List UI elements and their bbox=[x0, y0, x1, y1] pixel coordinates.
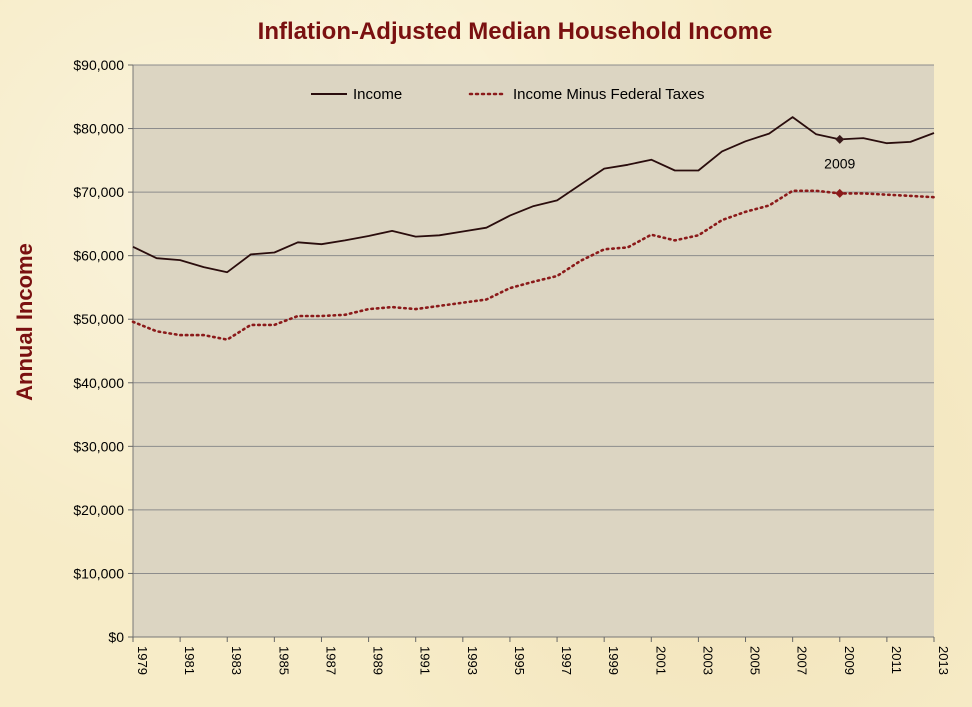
gridlines bbox=[132, 64, 934, 638]
y-tick-label: $50,000 bbox=[73, 311, 124, 327]
y-tick-label: $40,000 bbox=[73, 375, 124, 391]
annotation-layer: 2009 bbox=[824, 134, 856, 198]
y-axis-ticks: $0 $10,000 $20,000 $30,000 $40,000 $50,000 $60… bbox=[73, 57, 133, 645]
x-tick-label: 2011 bbox=[889, 646, 904, 674]
y-tick-label: $0 bbox=[108, 629, 124, 645]
legend-label-income: Income bbox=[353, 86, 402, 103]
y-tick-label: $80,000 bbox=[73, 121, 124, 137]
x-tick-label: 2001 bbox=[653, 646, 668, 675]
series-line-income bbox=[132, 116, 935, 274]
series-line-after-tax bbox=[131, 189, 936, 341]
x-tick-label: 2007 bbox=[795, 646, 810, 675]
x-tick-label: 2003 bbox=[700, 646, 715, 675]
y-tick-label: $60,000 bbox=[73, 248, 124, 264]
x-tick-label: 1979 bbox=[135, 646, 150, 675]
x-tick-label: 1981 bbox=[182, 646, 197, 675]
x-tick-label: 1989 bbox=[371, 646, 386, 675]
x-tick-label: 1987 bbox=[323, 646, 338, 675]
x-tick-label: 1999 bbox=[606, 646, 621, 675]
legend: Income Income Minus Federal Taxes bbox=[311, 86, 704, 103]
x-axis-ticks: 1979 1981 1983 1985 1987 1989 1991 1993 1995 1997… bbox=[132, 637, 951, 675]
x-tick-label: 2009 bbox=[842, 646, 857, 675]
y-axis-label: Annual Income bbox=[12, 243, 37, 401]
series-layer bbox=[131, 116, 936, 341]
y-tick-label: $10,000 bbox=[73, 565, 124, 581]
x-tick-label: 1993 bbox=[465, 646, 480, 675]
x-tick-label: 1991 bbox=[418, 646, 433, 675]
y-tick-label: $20,000 bbox=[73, 502, 124, 518]
x-tick-label: 2013 bbox=[936, 646, 951, 675]
chart-title: Inflation-Adjusted Median Household Inco… bbox=[258, 18, 773, 45]
x-tick-label: 1995 bbox=[512, 646, 527, 675]
y-tick-label: $90,000 bbox=[73, 57, 124, 73]
x-tick-label: 1997 bbox=[559, 646, 574, 675]
annotation-marker bbox=[835, 188, 845, 198]
legend-label-after-tax: Income Minus Federal Taxes bbox=[513, 86, 704, 103]
annotation-marker bbox=[835, 134, 845, 144]
x-tick-label: 1983 bbox=[229, 646, 244, 675]
x-tick-label: 1985 bbox=[276, 646, 291, 675]
y-tick-label: $30,000 bbox=[73, 438, 124, 454]
y-tick-label: $70,000 bbox=[73, 184, 124, 200]
plot-area bbox=[133, 65, 934, 637]
x-tick-label: 2005 bbox=[748, 646, 763, 675]
annotation-label: 2009 bbox=[824, 155, 855, 171]
